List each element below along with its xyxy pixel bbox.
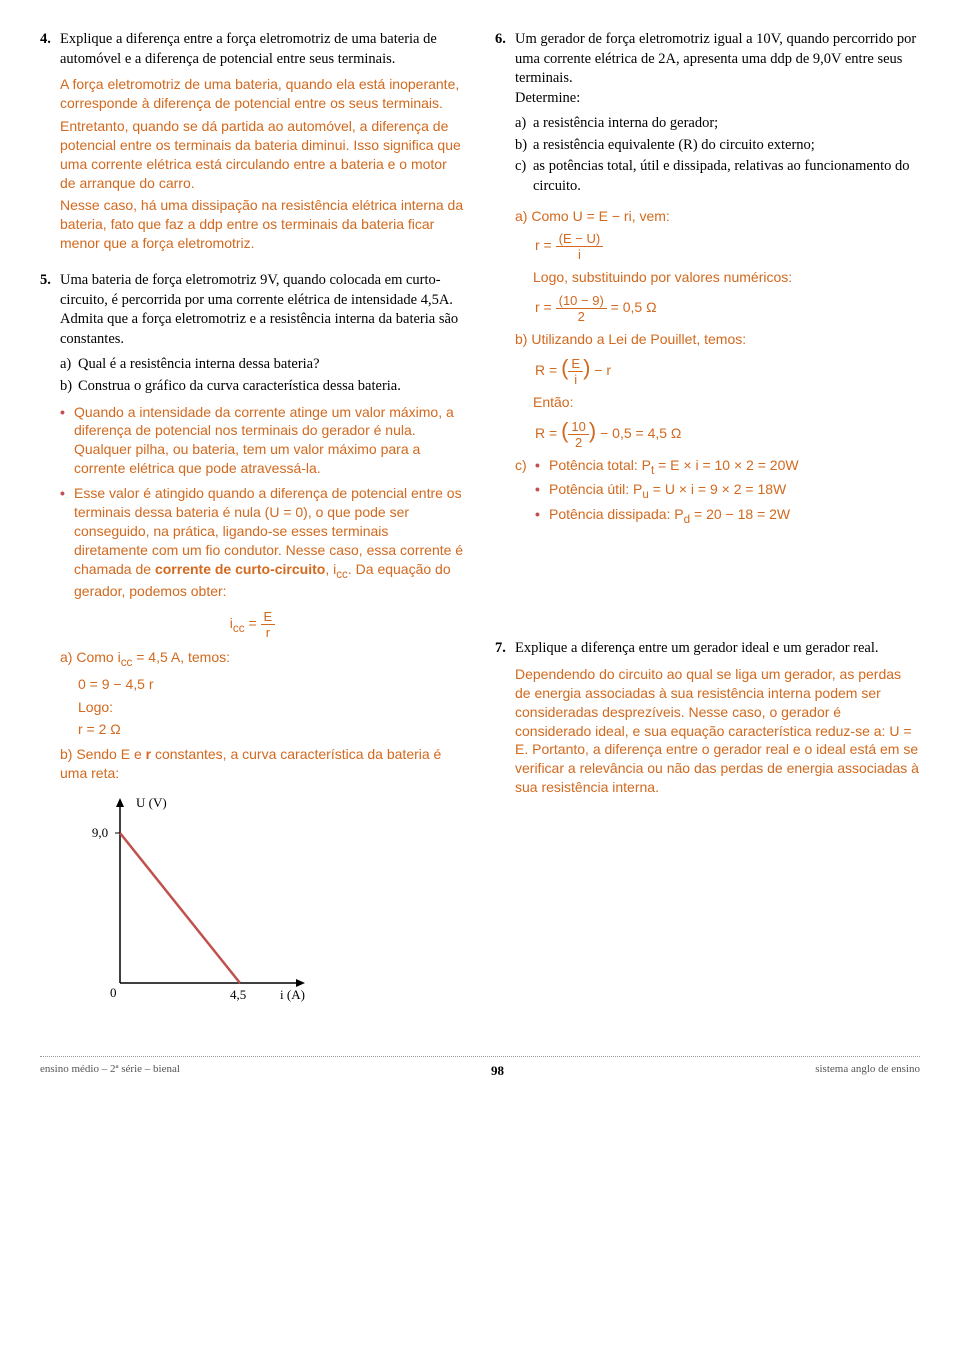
q6-answer-a: a) Como U = E − ri, vem: — [515, 207, 920, 226]
q6-answer-c: c) • Potência total: Pt = E × i = 10 × 2… — [515, 456, 920, 530]
q6-formula-R: R = (Ei) − r — [535, 355, 920, 387]
q5-a-label: a) — [60, 355, 78, 375]
bullet-icon: • — [535, 505, 549, 528]
page-footer: ensino médio – 2ª série – bienal 98 sist… — [40, 1056, 920, 1079]
footer-page: 98 — [491, 1063, 504, 1079]
q6-formula-r2: r = (10 − 9)2 = 0,5 Ω — [535, 293, 920, 324]
q6-c-text: as potências total, útil e dissipada, re… — [533, 157, 920, 196]
q6-answer-a2: Logo, substituindo por valores numéricos… — [515, 268, 920, 287]
bullet-icon: • — [535, 456, 549, 479]
q5-bullet2: Esse valor é atingido quando a diferença… — [74, 484, 465, 601]
bullet-icon: • — [60, 403, 74, 479]
q6-answer-b: b) Utilizando a Lei de Pouillet, temos: — [515, 330, 920, 349]
q5-answer-b: b) Sendo E e r constantes, a curva carac… — [60, 745, 465, 783]
q6-c-label: c) — [515, 157, 533, 196]
q4-text: Explique a diferença entre a força eletr… — [60, 30, 465, 69]
q6-formula-r: r = (E − U)i — [535, 231, 920, 262]
svg-text:9,0: 9,0 — [92, 825, 108, 840]
q6-c-pd: Potência dissipada: Pd = 20 − 18 = 2W — [549, 505, 790, 528]
q6-text: Um gerador de força eletromotriz igual a… — [515, 30, 920, 108]
question-7: 7. Explique a diferença entre um gerador… — [495, 639, 920, 797]
q5-number: 5. — [40, 271, 60, 349]
q4-number: 4. — [40, 30, 60, 69]
question-6: 6. Um gerador de força eletromotriz igua… — [495, 30, 920, 529]
q5-a-text: Qual é a resistência interna dessa bater… — [78, 355, 320, 375]
q6-a-text: a resistência interna do gerador; — [533, 114, 718, 134]
q7-number: 7. — [495, 639, 515, 659]
footer-left: ensino médio – 2ª série – bienal — [40, 1063, 180, 1079]
left-column: 4. Explique a diferença entre a força el… — [40, 30, 465, 1036]
q5-graph: 9,0 U (V) 0 4,5 i (A) — [80, 793, 465, 1018]
q5-b-label: b) — [60, 377, 78, 397]
svg-text:U (V): U (V) — [136, 795, 167, 810]
q5-formula-icc: icc = Er — [40, 609, 465, 640]
q7-answer: Dependendo do circuito ao qual se liga u… — [515, 665, 920, 797]
bullet-icon: • — [535, 480, 549, 503]
q5-answer-a: a) Como icc = 4,5 A, temos: 0 = 9 − 4,5 … — [60, 648, 465, 739]
q6-answer-b2: Então: — [515, 393, 920, 412]
svg-text:i (A): i (A) — [280, 987, 305, 1002]
q4-answer-p3: Nesse caso, há uma dissipação na resistê… — [60, 196, 465, 253]
svg-text:0: 0 — [110, 985, 117, 1000]
q4-answer-p1: A força eletromotriz de uma bateria, qua… — [60, 75, 465, 113]
q7-text: Explique a diferença entre um gerador id… — [515, 639, 920, 659]
svg-text:4,5: 4,5 — [230, 987, 246, 1002]
footer-right: sistema anglo de ensino — [815, 1063, 920, 1079]
q4-answer: A força eletromotriz de uma bateria, qua… — [60, 75, 465, 253]
q6-number: 6. — [495, 30, 515, 108]
q6-c-pu: Potência útil: Pu = U × i = 9 × 2 = 18W — [549, 480, 786, 503]
q6-b-label: b) — [515, 136, 533, 156]
q5-b-text: Construa o gráfico da curva característi… — [78, 377, 401, 397]
q5-bullet1: Quando a intensidade da corrente atinge … — [74, 403, 465, 479]
q6-b-text: a resistência equivalente (R) do circuit… — [533, 136, 815, 156]
question-5: 5. Uma bateria de força eletromotriz 9V,… — [40, 271, 465, 1018]
right-column: 6. Um gerador de força eletromotriz igua… — [495, 30, 920, 1036]
q6-formula-R2: R = (102) − 0,5 = 4,5 Ω — [535, 418, 920, 450]
question-4: 4. Explique a diferença entre a força el… — [40, 30, 465, 253]
q5-text: Uma bateria de força eletromotriz 9V, qu… — [60, 271, 465, 349]
bullet-icon: • — [60, 484, 74, 601]
q4-answer-p2: Entretanto, quando se dá partida ao auto… — [60, 117, 465, 193]
q6-c-pt: Potência total: Pt = E × i = 10 × 2 = 20… — [549, 456, 799, 479]
q6-a-label: a) — [515, 114, 533, 134]
